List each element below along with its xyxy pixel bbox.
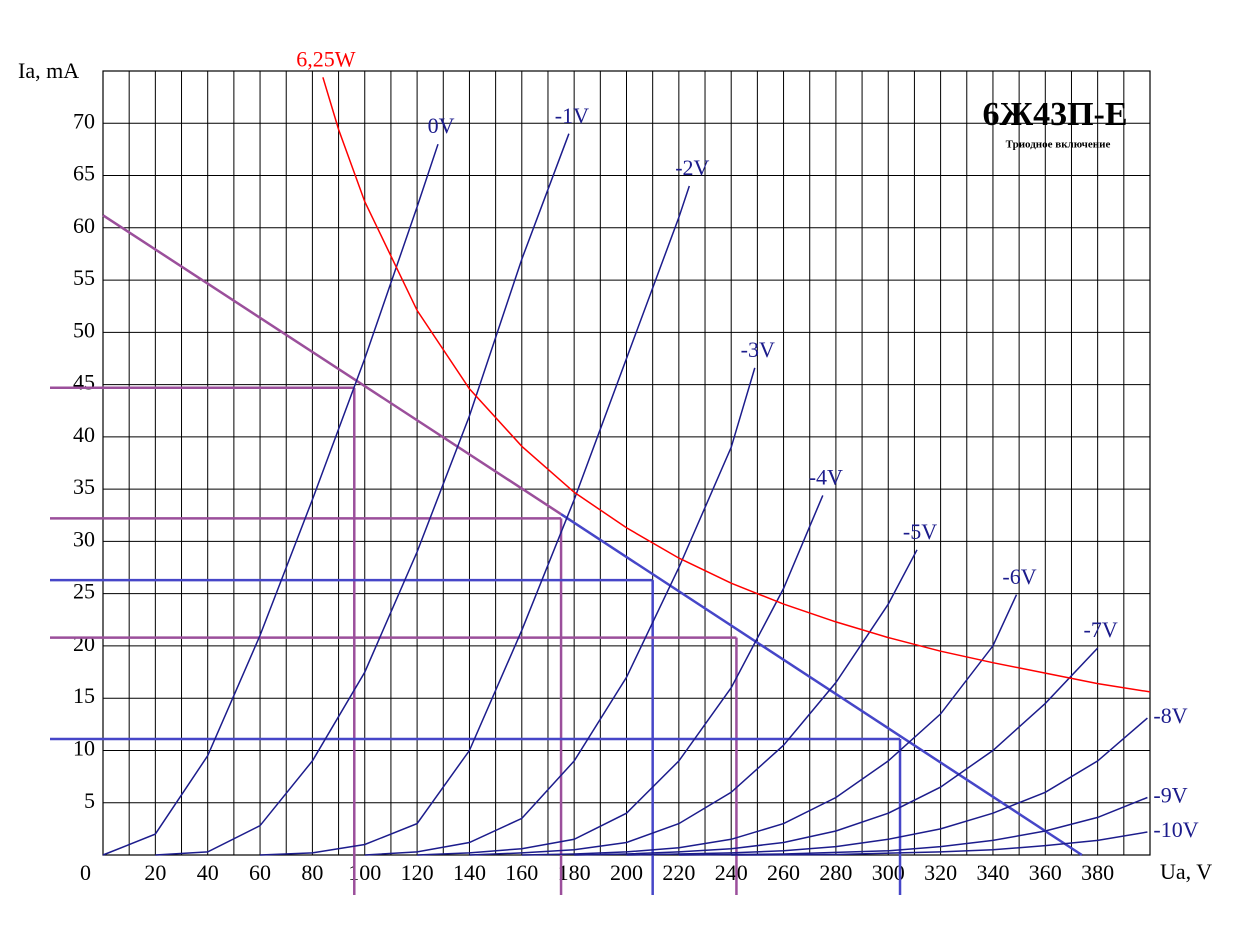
x-tick-label: 340 [976,860,1009,885]
curve [626,717,1148,856]
curve-label: -2V [675,155,709,180]
x-tick-label: 380 [1081,860,1114,885]
curve-label: -4V [809,464,843,489]
curve-label: -1V [555,103,589,128]
y-tick-label: 15 [73,683,95,708]
chart-title: 6Ж43П-Е [982,96,1127,133]
curve-label: -5V [903,519,937,544]
y-axis-label: Ia, mA [18,58,79,83]
y-tick-label: 60 [73,213,95,238]
y-tick-label: 40 [73,422,95,447]
curve [678,796,1148,856]
x-tick-label: 200 [610,860,643,885]
curve [364,367,756,856]
y-tick-label: 20 [73,631,95,656]
x-axis-label: Ua, V [1160,859,1212,884]
curve [417,495,824,856]
curve [574,647,1099,856]
x-tick-label: 180 [558,860,591,885]
x-tick-label: 360 [1029,860,1062,885]
curve-label: -3V [741,337,775,362]
chart-subtitle: Триодное включение [1006,139,1111,151]
x-tick-label: 240 [715,860,748,885]
x-tick-label: 20 [144,860,166,885]
x-tick-label: 0 [80,860,91,885]
x-tick-label: 60 [249,860,271,885]
x-tick-label: 140 [453,860,486,885]
curve [155,133,570,856]
y-tick-label: 50 [73,317,95,342]
y-tick-label: 25 [73,579,95,604]
curve [102,143,439,856]
x-tick-label: 220 [662,860,695,885]
x-tick-label: 80 [301,860,323,885]
x-tick-label: 160 [505,860,538,885]
load-line [102,214,562,516]
x-tick-label: 120 [401,860,434,885]
y-tick-label: 35 [73,474,95,499]
load-line [560,513,1083,857]
curve-label: -8V [1153,703,1187,728]
curve-label: 0V [428,113,455,138]
x-tick-label: 320 [924,860,957,885]
curve-label: 6,25W [296,46,356,71]
y-tick-label: 45 [73,370,95,395]
curve [521,594,1018,856]
x-tick-label: 260 [767,860,800,885]
y-tick-label: 30 [73,526,95,551]
curve-label: -6V [1002,564,1036,589]
curve [731,831,1148,856]
curve [469,549,918,856]
x-tick-label: 280 [819,860,852,885]
curve-label: -10V [1153,817,1198,842]
curve-label: -7V [1084,617,1118,642]
curve [259,185,691,856]
curve [322,77,1151,693]
curve-label: -9V [1153,783,1187,808]
y-tick-label: 65 [73,161,95,186]
y-tick-label: 10 [73,736,95,761]
y-tick-label: 70 [73,108,95,133]
y-tick-label: 55 [73,265,95,290]
y-tick-label: 5 [84,788,95,813]
x-tick-label: 40 [197,860,219,885]
